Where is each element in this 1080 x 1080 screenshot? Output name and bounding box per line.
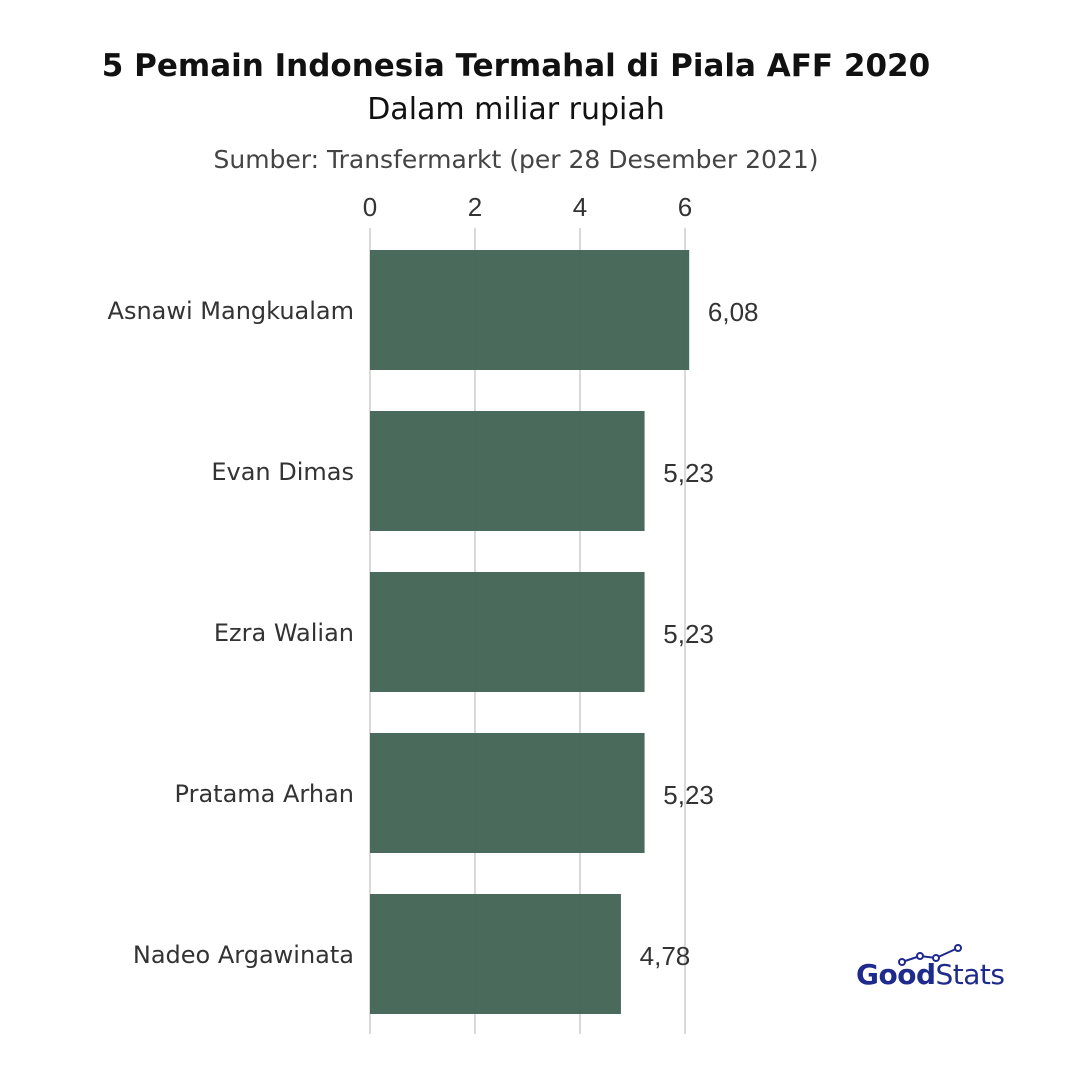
logo-trend-icon (898, 944, 962, 966)
bar (370, 572, 645, 692)
chart-source: Sumber: Transfermarkt (per 28 Desember 2… (213, 145, 819, 174)
category-labels: Asnawi Mangkualam Evan Dimas Ezra Walian Pr… (108, 297, 354, 969)
chart-subtitle: Dalam miliar rupiah (367, 92, 665, 127)
logo-stats-text: Stats (935, 958, 1005, 991)
category-label: Ezra Walian (214, 619, 354, 647)
category-label: Nadeo Argawinata (133, 941, 354, 969)
bars (370, 250, 690, 1014)
value-label: 4,78 (640, 941, 691, 971)
category-label: Evan Dimas (211, 458, 354, 486)
category-label: Asnawi Mangkualam (108, 297, 354, 325)
chart-title: 5 Pemain Indonesia Termahal di Piala AFF… (101, 48, 931, 84)
x-tick-label: 0 (363, 192, 377, 222)
bar (370, 250, 690, 370)
value-label: 6,08 (708, 297, 759, 327)
value-label: 5,23 (663, 780, 714, 810)
x-tick-label: 4 (573, 192, 587, 222)
x-tick-label: 6 (678, 192, 692, 222)
x-tick-label: 2 (468, 192, 482, 222)
value-label: 5,23 (663, 458, 714, 488)
value-labels: 6,08 5,23 5,23 5,23 4,78 (640, 297, 759, 971)
bar (370, 894, 621, 1014)
category-label: Pratama Arhan (175, 780, 354, 808)
logo-good-text: Good (856, 958, 936, 991)
bar (370, 733, 645, 853)
goodstats-logo: GoodStats (856, 944, 1005, 991)
x-axis-ticks: 0 2 4 6 (363, 192, 692, 222)
value-label: 5,23 (663, 619, 714, 649)
bar (370, 411, 645, 531)
